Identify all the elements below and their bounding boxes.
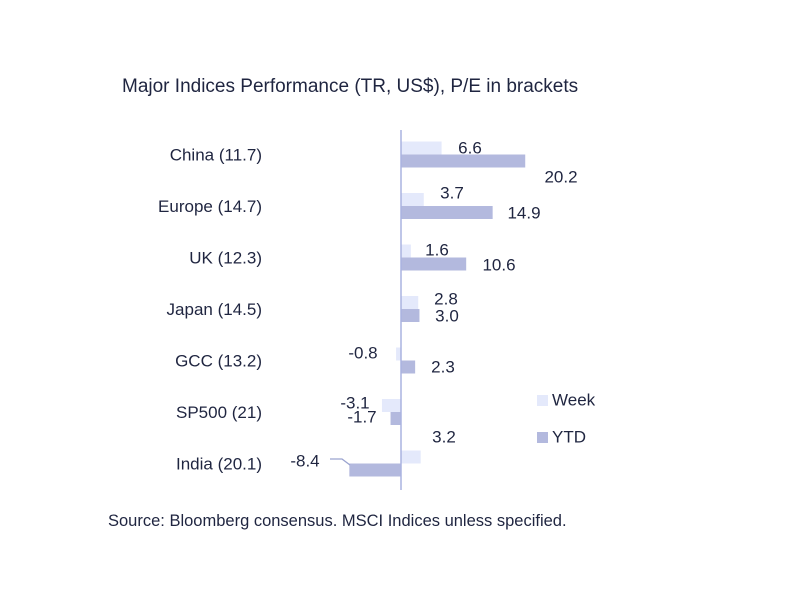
ytd-bar <box>401 206 493 219</box>
week-value-label: 3.7 <box>440 183 464 202</box>
ytd-value-label: 3.0 <box>435 306 459 325</box>
ytd-bar <box>390 412 401 425</box>
category-label: China (11.7) <box>170 145 262 164</box>
category-label: UK (12.3) <box>189 248 262 267</box>
legend-ytd-label: YTD <box>552 427 586 446</box>
week-bar <box>396 347 401 361</box>
week-value-label: 1.6 <box>425 240 449 259</box>
ytd-value-label: 14.9 <box>507 203 540 222</box>
ytd-value-label: 2.3 <box>431 357 455 376</box>
week-value-label: 3.2 <box>432 427 456 446</box>
week-bar <box>401 244 411 258</box>
category-label: SP500 (21) <box>176 403 262 422</box>
ytd-bar <box>401 309 420 322</box>
week-value-label: -0.8 <box>348 343 377 362</box>
legend-ytd-swatch <box>537 432 548 443</box>
week-value-label: 6.6 <box>458 138 482 157</box>
ytd-bar <box>401 257 467 271</box>
category-label: Europe (14.7) <box>158 197 262 216</box>
ytd-bar <box>349 463 401 477</box>
category-label: Japan (14.5) <box>167 300 262 319</box>
week-value-label: -3.1 <box>340 393 369 412</box>
ytd-value-label: -1.7 <box>347 407 376 426</box>
ytd-value-label: 20.2 <box>544 167 577 186</box>
ytd-value-label: -8.4 <box>290 451 319 470</box>
week-bar <box>401 450 421 464</box>
week-bar <box>381 399 401 412</box>
category-label: India (20.1) <box>176 454 262 473</box>
source-note: Source: Bloomberg consensus. MSCI Indice… <box>108 512 567 530</box>
ytd-bar <box>401 154 526 168</box>
week-bar <box>401 296 419 309</box>
ytd-bar <box>401 360 416 374</box>
week-bar <box>401 193 424 206</box>
week-bar <box>401 141 442 155</box>
leader-line <box>330 458 351 466</box>
ytd-value-label: 10.6 <box>482 255 515 274</box>
week-value-label: 2.8 <box>434 289 458 308</box>
legend-week-label: Week <box>552 390 596 409</box>
chart-title: Major Indices Performance (TR, US$), P/E… <box>122 76 579 97</box>
category-label: GCC (13.2) <box>175 351 262 370</box>
legend-week-swatch <box>537 395 548 406</box>
